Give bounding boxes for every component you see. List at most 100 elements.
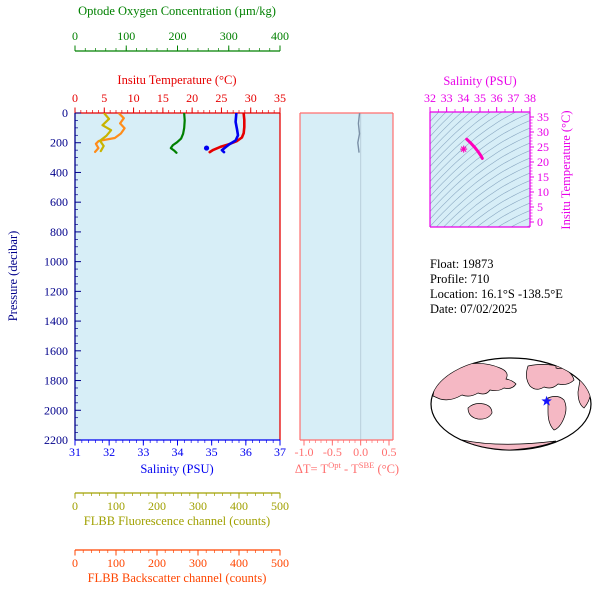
ts-salinity-tick-label: 32 xyxy=(424,91,436,105)
float-id-line: Float: 19873 xyxy=(430,257,494,271)
ts-salinity-tick-label: 33 xyxy=(441,91,453,105)
isopycnal-contour xyxy=(430,112,530,190)
delta-t-axis-title: ΔT= TOpt - TSBE (°C) xyxy=(295,460,399,476)
fluorescence-tick-label: 100 xyxy=(107,499,125,513)
ts-temperature-tick-label: 5 xyxy=(537,200,543,214)
delta-t-plot: -1.0 -0.5 0.0 0.5 xyxy=(295,112,397,459)
temperature-tick-label: 5 xyxy=(101,91,107,105)
delta-t-tick-label: 0.5 xyxy=(382,445,397,459)
insitu-temperature-curve xyxy=(208,113,246,154)
oxygen-tick-label: 200 xyxy=(169,29,187,43)
salinity-tick-label: 34 xyxy=(172,445,184,459)
ts-temperature-axis-title: Insitu Temperature (°C) xyxy=(559,110,573,229)
temperature-tick-label: 0 xyxy=(72,91,78,105)
pressure-axis-title: Pressure (decibar) xyxy=(6,231,20,322)
isopycnal-contour xyxy=(476,195,530,227)
isopycnal-contour xyxy=(486,202,530,227)
salinity-marker xyxy=(203,145,210,151)
salinity-tick-label: 37 xyxy=(274,445,286,459)
salinity-tick-label: 33 xyxy=(137,445,149,459)
temperature-tick-label: 30 xyxy=(245,91,257,105)
delta-t-series-layer xyxy=(357,113,361,153)
salinity-tick-label: 36 xyxy=(240,445,252,459)
backscatter-tick-label: 200 xyxy=(148,556,166,570)
continent-australia xyxy=(467,403,493,420)
pressure-tick-label: 1600 xyxy=(44,344,68,358)
delta-t-curve xyxy=(357,113,361,153)
temperature-tick-label: 35 xyxy=(274,91,286,105)
delta-t-title-sup-sbe: SBE xyxy=(359,460,375,470)
isopycnal-contour xyxy=(458,180,530,227)
backscatter-tick-label: 300 xyxy=(189,556,207,570)
ts-salinity-tick-label: 35 xyxy=(474,91,486,105)
isopycnal-contour xyxy=(430,112,455,137)
delta-t-tick-label: -1.0 xyxy=(295,445,314,459)
oxygen-tick-label: 100 xyxy=(117,29,135,43)
isopycnal-contour xyxy=(430,120,530,197)
date-line: Date: 07/02/2025 xyxy=(430,302,517,316)
backscatter-tick-label: 400 xyxy=(230,556,248,570)
backscatter-tick-label: 500 xyxy=(271,556,289,570)
isopycnal-contour xyxy=(467,187,530,227)
ts-profile-curve xyxy=(465,137,484,160)
ts-background xyxy=(430,112,530,227)
fluorescence-tick-label: 400 xyxy=(230,499,248,513)
fluorescence-tick-label: 0 xyxy=(72,499,78,513)
delta-t-tick-label: 0.0 xyxy=(353,445,368,459)
ts-salinity-axis-title: Salinity (PSU) xyxy=(443,74,516,88)
ts-temperature-tick-label: 30 xyxy=(537,125,549,139)
fluorescence-tick-label: 300 xyxy=(189,499,207,513)
pressure-profile-plot: 0200400600800100012001400160018002000220… xyxy=(44,29,289,570)
temperature-axis-title: Insitu Temperature (°C) xyxy=(117,73,236,87)
oxygen-tick-label: 0 xyxy=(72,29,78,43)
continent-south-america xyxy=(547,396,567,431)
continent-eurasia xyxy=(432,363,517,401)
pressure-tick-label: 800 xyxy=(50,225,68,239)
delta-t-title-sup-opt: Opt xyxy=(328,460,341,470)
pressure-tick-label: 2200 xyxy=(44,433,68,447)
ts-salinity-tick-label: 38 xyxy=(524,91,536,105)
isopycnal-contour xyxy=(430,150,530,227)
isopycnal-contour xyxy=(430,135,530,212)
isopycnal-contour xyxy=(510,217,530,227)
oxygen-tick-label: 400 xyxy=(271,29,289,43)
oxygen-tick-label: 300 xyxy=(220,29,238,43)
world-map xyxy=(430,357,592,451)
salinity-tick-label: 31 xyxy=(69,445,81,459)
pressure-tick-label: 600 xyxy=(50,195,68,209)
fluorescence-axis-title: FLBB Fluorescence channel (counts) xyxy=(84,514,270,528)
isopycnal-contour xyxy=(430,112,517,182)
delta-t-title-mid: - T xyxy=(341,462,359,476)
backscatter-tick-label: 100 xyxy=(107,556,125,570)
fluorescence-tick-label: 500 xyxy=(271,499,289,513)
flbb-fluorescence-curve xyxy=(98,113,113,153)
pressure-tick-label: 1200 xyxy=(44,284,68,298)
isopycnal-contour xyxy=(435,157,530,227)
temperature-tick-label: 15 xyxy=(157,91,169,105)
pressure-tick-label: 1800 xyxy=(44,374,68,388)
oxygen-axis-title: Optode Oxygen Concentration (µm/kg) xyxy=(78,4,276,18)
location-line: Location: 16.1°S -138.5°E xyxy=(430,287,563,301)
isopycnal-contour xyxy=(430,112,492,167)
continent-antarctica xyxy=(461,439,557,450)
isopycnal-contour xyxy=(497,210,530,227)
isopycnal-contour xyxy=(430,112,503,175)
pressure-tick-label: 400 xyxy=(50,165,68,179)
salinity-tick-label: 35 xyxy=(206,445,218,459)
ts-temperature-tick-label: 35 xyxy=(537,110,549,124)
delta-t-tick-label: -0.5 xyxy=(323,445,342,459)
location-star-icon xyxy=(541,395,552,406)
pressure-tick-label: 2000 xyxy=(44,403,68,417)
profile-number-line: Profile: 710 xyxy=(430,272,489,286)
profile-plot-background xyxy=(75,113,280,440)
salinity-tick-label: 32 xyxy=(103,445,115,459)
ts-salinity-tick-label: 34 xyxy=(457,91,469,105)
fluorescence-tick-label: 200 xyxy=(148,499,166,513)
salinity-curve xyxy=(220,113,240,154)
isopycnal-contours xyxy=(430,112,530,227)
profile-series-layer xyxy=(93,113,246,154)
delta-t-title-pre: ΔT= T xyxy=(295,462,329,476)
